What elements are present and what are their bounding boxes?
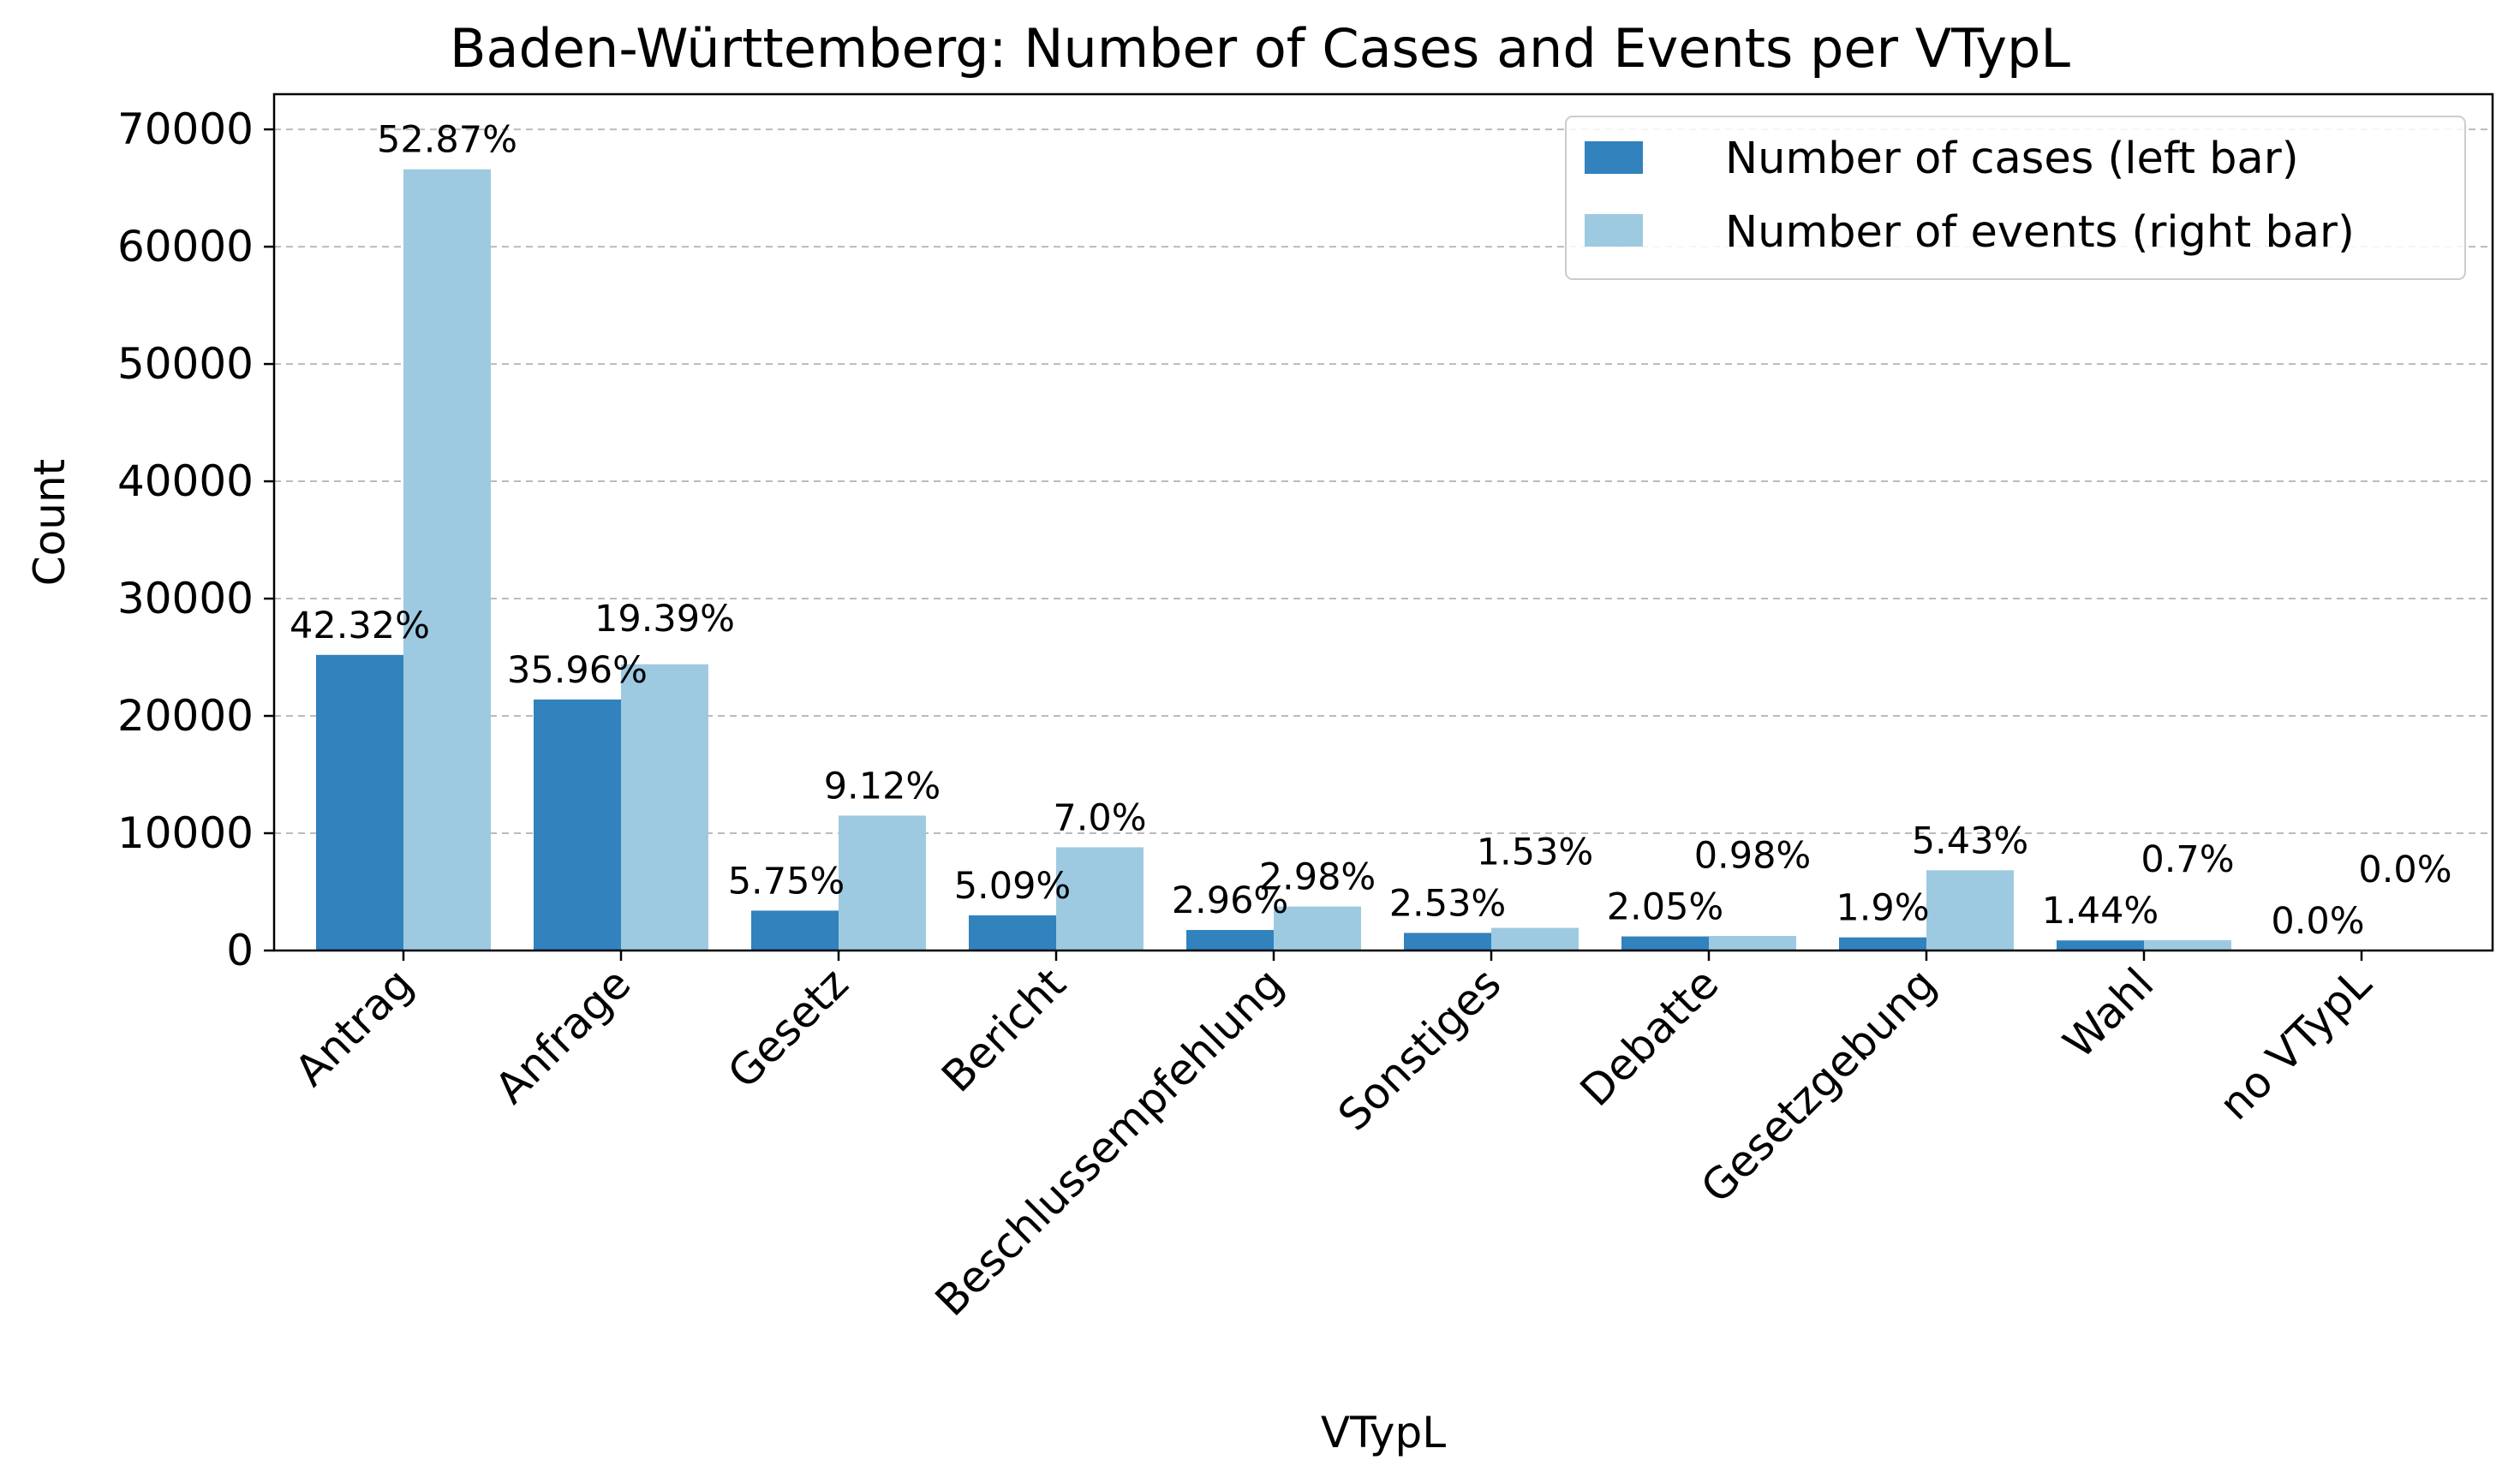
x-tick-label: Bericht xyxy=(932,958,1075,1101)
bar-label-cases: 2.53% xyxy=(1389,882,1507,925)
x-axis-title: VTypL xyxy=(1321,1408,1446,1457)
legend-swatch-events xyxy=(1585,214,1643,247)
x-tick-label: Debatte xyxy=(1571,958,1729,1116)
chart-title: Baden-Württemberg: Number of Cases and E… xyxy=(450,17,2070,80)
legend-swatch-cases xyxy=(1585,141,1643,174)
bar-label-cases: 5.75% xyxy=(728,860,845,903)
y-tick-label: 50000 xyxy=(117,339,254,389)
bar-label-events: 0.98% xyxy=(1694,835,1812,878)
bar-cases xyxy=(534,699,621,951)
bar-cases xyxy=(1839,937,1926,951)
bar-cases xyxy=(2057,940,2144,951)
bar-label-cases: 35.96% xyxy=(507,649,648,692)
bar-label-cases: 1.44% xyxy=(2042,890,2159,933)
bar-label-events: 0.7% xyxy=(2141,838,2234,881)
x-tick-label: Anfrage xyxy=(486,958,640,1112)
bar-label-cases: 5.09% xyxy=(954,865,1072,908)
y-tick-label: 30000 xyxy=(117,574,254,623)
bar-events xyxy=(1274,906,1361,951)
bar-label-cases: 42.32% xyxy=(290,605,430,647)
bar-label-cases: 2.05% xyxy=(1607,886,1724,929)
legend: Number of cases (left bar) Number of eve… xyxy=(1565,116,2466,280)
legend-label-events: Number of events (right bar) xyxy=(1725,207,2355,258)
bar-label-events: 7.0% xyxy=(1053,796,1146,839)
x-tick-label: Beschlussempfehlung xyxy=(926,958,1293,1326)
bar-label-events: 0.0% xyxy=(2358,849,2451,891)
y-tick-label: 40000 xyxy=(117,456,254,506)
bar-events xyxy=(2144,939,2231,951)
x-tick-label: Gesetzgebung xyxy=(1692,958,1946,1213)
x-tick-label: Sonstiges xyxy=(1329,958,1510,1140)
bar-cases xyxy=(1404,933,1491,951)
bar-cases xyxy=(1186,930,1274,951)
x-tick-label: Wahl xyxy=(2054,958,2164,1068)
bar-events xyxy=(1926,870,2014,951)
y-tick-label: 0 xyxy=(226,926,254,975)
bar-cases xyxy=(1621,936,1709,951)
legend-box xyxy=(1565,116,2466,280)
bar-label-events: 19.39% xyxy=(594,598,735,641)
plot-frame xyxy=(272,92,2494,952)
bars xyxy=(316,169,2231,951)
y-tick-label: 60000 xyxy=(117,222,254,271)
bar-cases xyxy=(751,910,839,951)
y-axis: 0 10000 20000 30000 40000 50000 60000 70000 xyxy=(117,104,274,975)
x-axis: Antrag Anfrage Gesetz BerichtBeschlussempfe… xyxy=(285,951,2381,1326)
bar-label-events: 9.12% xyxy=(824,765,941,808)
bar-label-events: 52.87% xyxy=(377,119,517,162)
y-tick-label: 10000 xyxy=(117,808,254,858)
y-tick-label: 20000 xyxy=(117,691,254,741)
y-tick-label: 70000 xyxy=(117,104,254,154)
bar-label-events: 1.53% xyxy=(1477,831,1594,873)
legend-label-cases: Number of cases (left bar) xyxy=(1725,134,2299,184)
bar-events xyxy=(403,169,491,951)
bar-events xyxy=(1709,936,1796,951)
bar-label-cases: 0.0% xyxy=(2271,900,2364,943)
bar-events xyxy=(1491,927,1579,951)
bar-label-cases: 1.9% xyxy=(1836,887,1929,930)
x-tick-label: Gesetz xyxy=(719,958,858,1098)
x-tick-label: Antrag xyxy=(285,958,422,1095)
y-axis-title: Count xyxy=(25,459,75,587)
x-tick-label: no VTypL xyxy=(2210,958,2381,1129)
bar-events xyxy=(839,815,926,951)
bar-labels: 42.32% 35.96% 5.75% 5.09% 2.96% 2.53% 2.05% 1.9… xyxy=(290,119,2452,943)
bar-label-events: 2.98% xyxy=(1259,856,1376,899)
bar-events xyxy=(621,664,708,951)
bar-events xyxy=(1056,847,1144,951)
bar-label-cases: 2.96% xyxy=(1172,879,1289,922)
bar-cases xyxy=(969,915,1056,951)
bar-cases xyxy=(316,654,403,951)
bar-label-events: 5.43% xyxy=(1912,819,2029,862)
